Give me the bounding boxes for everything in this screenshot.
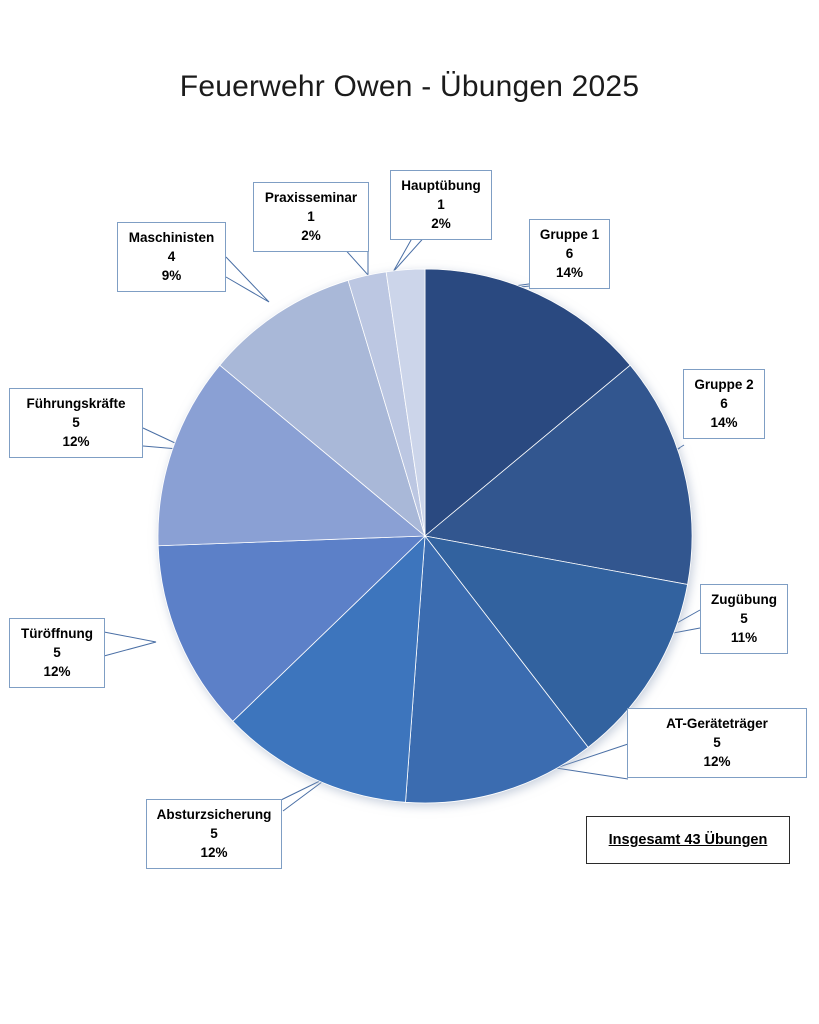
pie-slice[interactable]: Gruppe 2 6 14% <box>424 364 693 585</box>
pie-slice[interactable]: Gruppe 1 6 14% <box>424 268 631 537</box>
total-summary-label: Insgesamt 43 Übungen <box>608 832 768 848</box>
pie-slice[interactable]: Maschinisten 4 9% <box>219 279 426 538</box>
callout-praxisseminar-pct: 2% <box>301 228 321 244</box>
total-summary-box: Insgesamt 43 Übungen <box>586 816 790 864</box>
callout-maschinisten-pct: 9% <box>161 268 182 284</box>
callout-gruppe2-name: Gruppe 2 <box>694 377 754 392</box>
leader-line-tueroeffnung <box>103 631 157 657</box>
callout-absturzsicherung-value: 5 <box>210 826 218 842</box>
pie-slice[interactable]: AT-Geräteträger 5 12% <box>405 534 589 804</box>
callout-at-geraetetraeger[interactable]: AT-Geräteträger 5 12% <box>627 708 807 779</box>
callout-tueroeffnung-value: 5 <box>53 645 61 661</box>
callout-absturzsicherung-name: Absturzsicherung <box>156 807 272 822</box>
pie-slices-group: Gruppe 1 6 14%Gruppe 2 6 14%Zugübung 5 1… <box>157 268 693 804</box>
callout-hauptuebung-pct: 2% <box>431 216 451 232</box>
callout-zuguebung-pct: 11% <box>730 630 758 646</box>
pie-slice[interactable]: Führungskräfte 5 12% <box>157 364 427 547</box>
callout-praxisseminar-name: Praxisseminar <box>264 190 358 205</box>
callout-tueroeffnung[interactable]: Türöffnung 5 12% <box>9 618 105 689</box>
callout-maschinisten[interactable]: Maschinisten 4 9% <box>117 222 226 293</box>
callout-tueroeffnung-name: Türöffnung <box>21 626 93 641</box>
pie-slice[interactable]: Türöffnung 5 12% <box>157 535 427 722</box>
callout-absturzsicherung-pct: 12% <box>200 845 228 861</box>
callout-fuehrungskraefte-pct: 12% <box>62 434 90 450</box>
callout-zuguebung-value: 5 <box>740 611 748 627</box>
callout-hauptuebung-value: 1 <box>437 197 445 213</box>
callout-maschinisten-value: 4 <box>167 249 176 265</box>
callout-praxisseminar[interactable]: Praxisseminar 1 2% <box>253 182 369 253</box>
callout-fuehrungskraefte-name: Führungskräfte <box>26 396 126 411</box>
leader-line-maschinisten <box>225 256 270 303</box>
callout-zuguebung-name: Zugübung <box>711 592 777 607</box>
callout-praxisseminar-value: 1 <box>307 209 315 225</box>
pie-slice[interactable]: Zugübung 5 11% <box>424 535 689 748</box>
callout-gruppe2[interactable]: Gruppe 2 6 14% <box>683 369 765 440</box>
callout-fuehrungskraefte-value: 5 <box>72 415 80 431</box>
callout-at-geraetetraeger-value: 5 <box>713 735 721 751</box>
callout-at-geraetetraeger-pct: 12% <box>703 754 731 770</box>
chart-title: Feuerwehr Owen - Übungen 2025 <box>179 70 640 103</box>
pie-slice[interactable]: Hauptübung 1 2% <box>385 268 426 537</box>
callout-maschinisten-name: Maschinisten <box>128 230 215 245</box>
callout-gruppe1-value: 6 <box>565 246 574 262</box>
callout-gruppe1[interactable]: Gruppe 1 6 14% <box>529 219 610 290</box>
callout-absturzsicherung[interactable]: Absturzsicherung 5 12% <box>146 799 282 870</box>
callout-at-geraetetraeger-name: AT-Geräteträger <box>666 716 768 731</box>
callout-hauptuebung[interactable]: Hauptübung 1 2% <box>390 170 492 241</box>
callout-gruppe2-pct: 14% <box>710 415 738 431</box>
callout-zuguebung[interactable]: Zugübung 5 11% <box>700 584 788 655</box>
callout-fuehrungskraefte[interactable]: Führungskräfte 5 12% <box>9 388 143 459</box>
callout-gruppe1-pct: 14% <box>555 265 584 281</box>
callout-gruppe2-value: 6 <box>720 396 728 412</box>
callout-gruppe1-name: Gruppe 1 <box>539 227 600 242</box>
pie-slice[interactable]: Absturzsicherung 5 12% <box>232 534 426 803</box>
callout-tueroeffnung-pct: 12% <box>43 664 71 680</box>
callout-hauptuebung-name: Hauptübung <box>401 178 481 193</box>
